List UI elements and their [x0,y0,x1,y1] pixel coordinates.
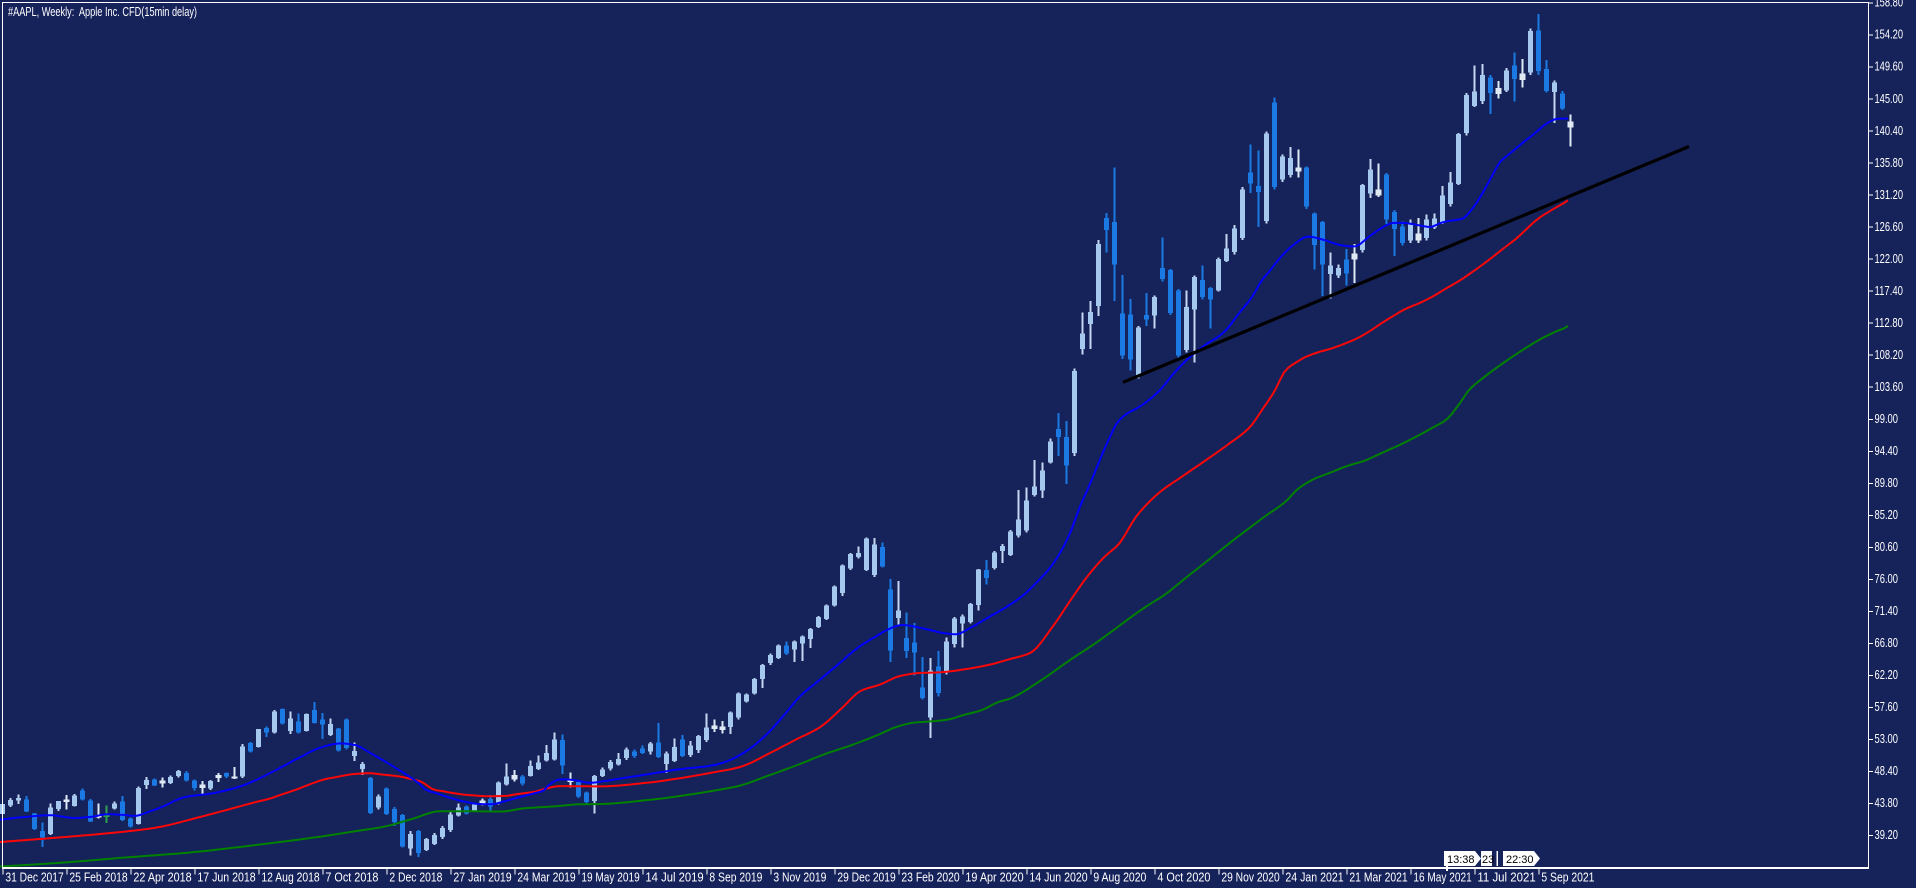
svg-text:154.20: 154.20 [1875,28,1904,42]
svg-text:39.20: 39.20 [1875,828,1899,842]
svg-text:29 Nov 2020: 29 Nov 2020 [1221,871,1279,885]
svg-text:53.00: 53.00 [1875,732,1899,746]
svg-text:22:30: 22:30 [1506,854,1534,866]
svg-text:23 Feb 2020: 23 Feb 2020 [901,871,959,885]
svg-text:89.80: 89.80 [1875,476,1899,490]
svg-text:112.80: 112.80 [1875,316,1904,330]
svg-text:94.40: 94.40 [1875,444,1899,458]
svg-text:21 Mar 2021: 21 Mar 2021 [1349,871,1407,885]
svg-text:76.00: 76.00 [1875,572,1899,586]
svg-text:80.60: 80.60 [1875,540,1899,554]
svg-text:8 Sep 2019: 8 Sep 2019 [709,871,762,885]
svg-text:135.80: 135.80 [1875,156,1904,170]
svg-text:25 Feb 2018: 25 Feb 2018 [69,871,127,885]
svg-text:158.80: 158.80 [1875,0,1904,10]
svg-text:17 Jun 2018: 17 Jun 2018 [197,871,255,885]
svg-text:71.40: 71.40 [1875,604,1899,618]
svg-text:103.60: 103.60 [1875,380,1904,394]
svg-text:31 Dec 2017: 31 Dec 2017 [5,871,63,885]
svg-text:126.60: 126.60 [1875,220,1904,234]
svg-text:29 Dec 2019: 29 Dec 2019 [837,871,895,885]
svg-text:14 Jul 2019: 14 Jul 2019 [645,871,703,885]
svg-text:19 Apr 2020: 19 Apr 2020 [965,871,1023,885]
svg-text:149.60: 149.60 [1875,60,1904,74]
svg-text:12 Aug 2018: 12 Aug 2018 [261,871,319,885]
svg-text:131.20: 131.20 [1875,188,1904,202]
svg-text:117.40: 117.40 [1875,284,1904,298]
svg-text:122.00: 122.00 [1875,252,1904,266]
svg-text:16 May 2021: 16 May 2021 [1413,871,1471,885]
svg-text:108.20: 108.20 [1875,348,1904,362]
svg-text:19 May 2019: 19 May 2019 [581,871,639,885]
svg-text:145.00: 145.00 [1875,92,1904,106]
svg-text:23: 23 [1482,854,1494,866]
svg-text:24 Jan 2021: 24 Jan 2021 [1285,871,1343,885]
svg-text:4 Oct 2020: 4 Oct 2020 [1157,871,1210,885]
svg-text:11 Jul 2021: 11 Jul 2021 [1477,871,1535,885]
svg-text:140.40: 140.40 [1875,124,1904,138]
svg-text:43.80: 43.80 [1875,796,1899,810]
svg-text:85.20: 85.20 [1875,508,1899,522]
svg-text:9 Aug 2020: 9 Aug 2020 [1093,871,1146,885]
svg-text:48.40: 48.40 [1875,764,1899,778]
svg-text:27 Jan 2019: 27 Jan 2019 [453,871,511,885]
svg-text:3 Nov 2019: 3 Nov 2019 [773,871,826,885]
svg-text:13:38: 13:38 [1447,854,1475,866]
svg-text:66.80: 66.80 [1875,636,1899,650]
svg-text:62.20: 62.20 [1875,668,1899,682]
svg-text:5 Sep 2021: 5 Sep 2021 [1541,871,1594,885]
svg-text:#AAPL, Weekly: Apple Inc. CFD: #AAPL, Weekly: Apple Inc. CFD(15min dela… [8,5,197,19]
svg-text:99.00: 99.00 [1875,412,1899,426]
svg-text:24 Mar 2019: 24 Mar 2019 [517,871,575,885]
svg-text:57.60: 57.60 [1875,700,1899,714]
svg-text:22 Apr 2018: 22 Apr 2018 [133,871,191,885]
svg-text:7 Oct 2018: 7 Oct 2018 [325,871,378,885]
svg-text:14 Jun 2020: 14 Jun 2020 [1029,871,1087,885]
svg-text:2 Dec 2018: 2 Dec 2018 [389,871,442,885]
